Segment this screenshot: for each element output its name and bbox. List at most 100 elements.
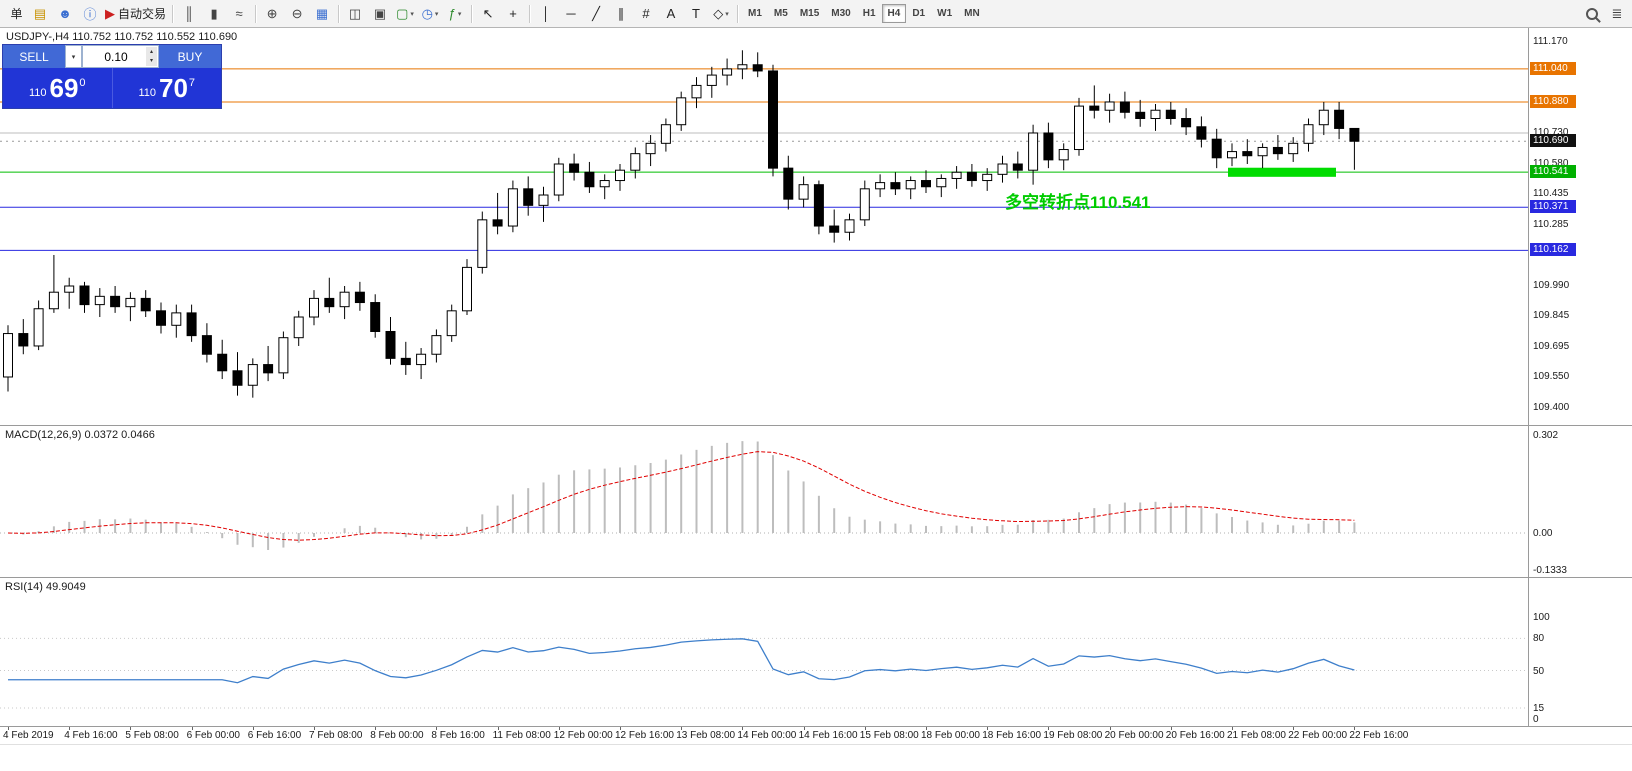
order-button[interactable]: 单 xyxy=(3,3,27,24)
timeframe-w1-button[interactable]: W1 xyxy=(937,8,953,19)
time-label: 12 Feb 00:00 xyxy=(553,730,613,741)
price-label: 109.550 xyxy=(1533,370,1570,382)
text-button[interactable]: A xyxy=(659,3,683,24)
accounts-icon[interactable]: ☻ xyxy=(53,3,77,24)
new-order-icon[interactable]: ▤ xyxy=(28,3,52,24)
ask-pipette: 7 xyxy=(188,76,196,89)
search-button[interactable] xyxy=(1580,3,1604,24)
time-tick xyxy=(558,727,560,730)
timeframe-mn-button[interactable]: MN xyxy=(964,8,980,19)
chevron-down-icon: ▾ xyxy=(434,10,439,18)
bid-prefix: 110 xyxy=(28,86,47,99)
time-label: 14 Feb 16:00 xyxy=(798,730,858,741)
timeframe-h4-button[interactable]: H4 xyxy=(881,4,907,23)
shapes-button[interactable]: ◇ ▾ xyxy=(709,3,733,24)
zoom-in-button[interactable]: ⊕ xyxy=(260,3,284,24)
time-label: 4 Feb 16:00 xyxy=(64,730,118,741)
time-tick xyxy=(1109,727,1111,730)
vertical-line-icon: │ xyxy=(541,6,551,21)
grid-button[interactable]: ▦ xyxy=(310,3,334,24)
price-label: 110.580 xyxy=(1533,158,1569,169)
time-tick xyxy=(436,727,438,730)
time-label: 12 Feb 16:00 xyxy=(615,730,674,741)
time-tick xyxy=(497,727,499,730)
buy-button[interactable]: BUY xyxy=(159,45,221,68)
trendline-button[interactable]: ╱ xyxy=(584,3,608,24)
timeframe-d1-button[interactable]: D1 xyxy=(912,8,926,19)
toolbar-separator xyxy=(338,4,340,23)
price-label: 110.435 xyxy=(1533,187,1569,199)
time-label: 6 Feb 16:00 xyxy=(247,730,302,741)
sell-button[interactable]: SELL xyxy=(3,45,65,68)
time-tick xyxy=(1232,727,1233,730)
cursor-button[interactable]: ↖ xyxy=(476,3,500,24)
price-label: 111.170 xyxy=(1533,36,1568,47)
ask-price-button[interactable]: 110 70 7 xyxy=(111,68,222,108)
pivot-annotation[interactable]: 多空转折点110.541 xyxy=(1005,193,1151,212)
vertical-line-button[interactable]: │ xyxy=(534,3,558,24)
bar-chart-style-button[interactable]: ║ xyxy=(177,3,201,24)
spinner-down-icon[interactable]: ▾ xyxy=(149,57,153,64)
crosshair-button[interactable]: + xyxy=(501,3,525,24)
candlestick-chart[interactable] xyxy=(0,28,1528,425)
spinner-up-icon[interactable]: ▴ xyxy=(149,48,153,55)
volume-input[interactable] xyxy=(83,46,158,67)
price-badge: 110.371 xyxy=(1530,200,1576,214)
rsi-axis: 100 80 50 15 0 xyxy=(1528,578,1632,726)
order-type-dropdown[interactable]: ▾ xyxy=(65,45,82,68)
cascade-windows-button[interactable]: ▣ xyxy=(368,3,392,24)
label-button[interactable]: T xyxy=(684,3,708,24)
time-tick xyxy=(252,727,254,730)
price-label: 109.845 xyxy=(1533,309,1570,321)
time-tick xyxy=(926,727,927,730)
price-axis: 111.170 110.730 110.580 110.435 110.285 109.9… xyxy=(1528,28,1632,425)
info-icon[interactable]: ⓘ xyxy=(78,3,102,24)
grid-icon: ▦ xyxy=(315,5,329,21)
channel-button[interactable]: ∥ xyxy=(609,3,633,24)
price-label: 80 xyxy=(1533,633,1545,645)
trendline-icon: ╱ xyxy=(592,5,600,21)
main-chart-panel: USDJPY-,H4 110.752 110.752 110.552 110.6… xyxy=(0,28,1632,426)
channel-icon: ∥ xyxy=(617,5,625,21)
price-label: 109.695 xyxy=(1533,341,1570,352)
tile-windows-icon: ◫ xyxy=(348,5,362,21)
macd-chart[interactable] xyxy=(0,426,1528,577)
rsi-chart[interactable] xyxy=(0,578,1528,726)
search-icon xyxy=(1586,7,1598,20)
auto-trading-button[interactable]: ▶ 自动交易 xyxy=(103,3,168,24)
timeframe-m5-button[interactable]: M5 xyxy=(773,8,788,19)
new-chart-button[interactable]: ▢ ▾ xyxy=(393,3,417,24)
window-list-button[interactable]: ≣ xyxy=(1605,3,1629,24)
timeframe-m15-button[interactable]: M15 xyxy=(799,8,820,19)
zoom-out-button[interactable]: ⊖ xyxy=(285,3,309,24)
time-label: 5 Feb 08:00 xyxy=(125,730,179,741)
timeframe-m30-button[interactable]: M30 xyxy=(831,8,851,19)
time-label: 22 Feb 16:00 xyxy=(1349,730,1409,741)
time-tick xyxy=(8,727,9,730)
time-tick xyxy=(375,727,377,730)
time-tick xyxy=(681,727,683,730)
timeframe-m1-button[interactable]: M1 xyxy=(748,8,762,19)
candlestick-style-button[interactable]: ▮ xyxy=(202,3,226,24)
time-tick xyxy=(803,727,805,730)
time-tick xyxy=(1354,727,1356,730)
chevron-down-icon: ▾ xyxy=(725,10,729,18)
horizontal-line-button[interactable]: ─ xyxy=(559,3,583,24)
tile-windows-button[interactable]: ◫ xyxy=(343,3,367,24)
time-label: 4 Feb 2019 xyxy=(3,730,54,741)
line-style-button[interactable]: ≈ xyxy=(227,3,251,24)
time-tick xyxy=(1048,727,1050,730)
time-tick xyxy=(314,727,315,730)
fibonacci-button[interactable]: # xyxy=(634,3,658,24)
timeframe-h1-button[interactable]: H1 xyxy=(862,8,876,19)
toolbar-separator xyxy=(737,4,739,23)
periods-button[interactable]: ◷ ▾ xyxy=(418,3,442,24)
bid-price-button[interactable]: 110 69 0 xyxy=(3,68,112,108)
time-label: 6 Feb 00:00 xyxy=(186,730,240,741)
volume-stepper: ▴ ▾ xyxy=(146,47,157,66)
time-tick xyxy=(742,727,744,730)
time-axis[interactable]: 4 Feb 2019 4 Feb 16:00 5 Feb 08:00 6 Feb 00… xyxy=(0,727,1632,745)
time-label: 15 Feb 08:00 xyxy=(859,730,919,741)
indicators-button[interactable]: ƒ ▾ xyxy=(443,3,467,24)
